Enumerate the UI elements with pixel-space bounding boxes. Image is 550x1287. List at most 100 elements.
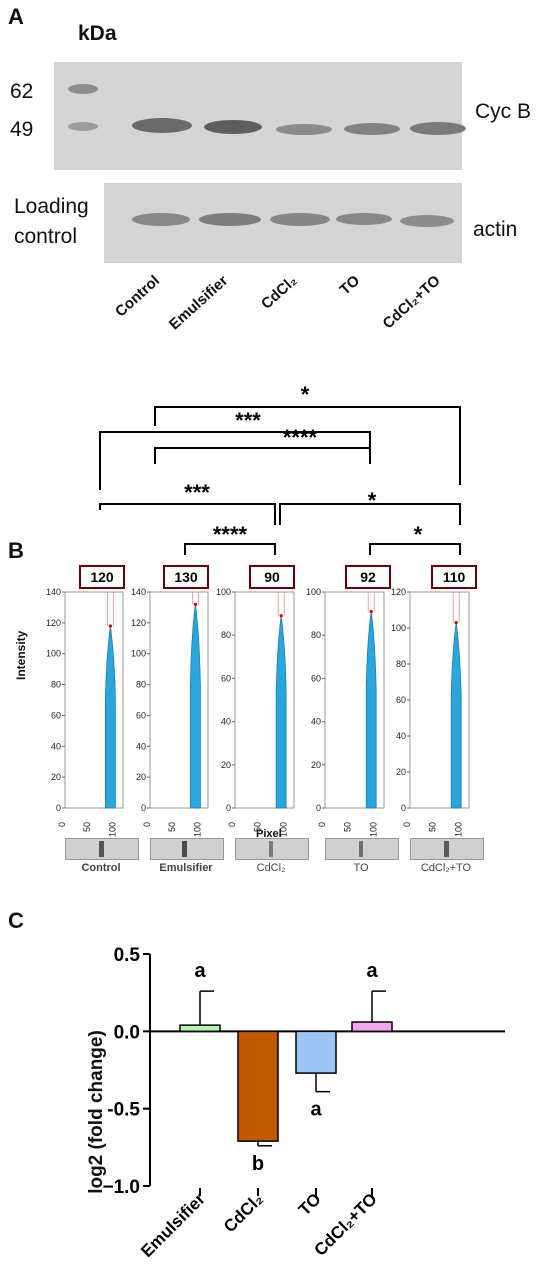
- profile-xtick-label-to: 0: [317, 822, 327, 827]
- strip-label-cdcl2: CdCl₂: [256, 862, 286, 874]
- profile-ytick-label-cdcl-to: 100: [391, 623, 406, 633]
- profile-ytick-label-emulsifier: 60: [136, 710, 146, 720]
- profile-ytick-label-to: 20: [311, 760, 321, 770]
- peak-value-cdcl-to: 110: [443, 569, 466, 585]
- profile-ytick-label-cdcl-: 0: [226, 803, 231, 813]
- y-tick-label: 0.5: [114, 945, 141, 966]
- marker-49: 49: [10, 118, 34, 141]
- x-tick-label-to: TO: [295, 1189, 325, 1219]
- peak-value-box-cdcl-to: [431, 565, 477, 589]
- profile-xtick-label-to: 100: [368, 822, 378, 837]
- profile-xtick-label-cdcl-to: 0: [402, 822, 412, 827]
- lane-label-emulsifier: Emulsifier: [166, 272, 232, 334]
- profile-ytick-label-control: 20: [51, 772, 61, 782]
- letter-label-to: a: [310, 1099, 322, 1121]
- bar-emulsifier: [179, 1024, 221, 1033]
- lane-label-to: TO: [337, 272, 364, 299]
- marker-62: 62: [10, 80, 34, 103]
- band-strip-to: [325, 838, 399, 860]
- profile-xtick-label-control: 100: [107, 822, 117, 837]
- lane-label-cdcl2-to: CdCl₂+TO: [379, 272, 444, 333]
- loading-control-label-2: control: [14, 225, 78, 248]
- profile-ytick-label-cdcl-: 100: [216, 587, 231, 597]
- profile-ytick-label-emulsifier: 20: [136, 772, 146, 782]
- profile-ytick-label-cdcl-to: 80: [396, 659, 406, 669]
- bar-cdcl-to: [351, 1021, 393, 1033]
- peak-value-box-to: [345, 565, 391, 589]
- actin-blot: [104, 183, 462, 263]
- profile-ytick-label-control: 100: [46, 649, 61, 659]
- x-tick-label-emulsifier: Emulsifier: [137, 1189, 209, 1261]
- peak-marker-cdcl-: [279, 614, 283, 618]
- band-strip-cdcl2-to: [410, 838, 484, 860]
- profile-xtick-label-to: 50: [343, 822, 353, 832]
- band-strip-emulsifier: [150, 838, 224, 860]
- profile-ytick-label-control: 0: [56, 803, 61, 813]
- strip-label-control: Control: [81, 862, 121, 874]
- letter-label-cdcl-: b: [252, 1153, 264, 1175]
- profile-ytick-label-cdcl-to: 120: [391, 587, 406, 597]
- y-tick-label: -0.5: [107, 1100, 140, 1121]
- significance-brackets: * *** **** *** * **** *: [99, 382, 461, 555]
- sig-star-7: *: [414, 522, 423, 547]
- profile-ytick-label-cdcl-: 80: [221, 630, 231, 640]
- profile-ytick-label-emulsifier: 140: [131, 587, 146, 597]
- lane-label-control: Control: [111, 272, 163, 321]
- profile-ytick-label-emulsifier: 80: [136, 680, 146, 690]
- profile-ytick-label-to: 40: [311, 717, 321, 727]
- sig-star-1: *: [301, 382, 310, 407]
- peak-value-box-cdcl-: [249, 565, 295, 589]
- peak-marker-control: [108, 624, 112, 628]
- profile-xtick-label-emulsifier: 0: [142, 822, 152, 827]
- fold-change-chart: 0.50.0-0.5−1.0aEmulsifierbCdCl₂aTOaCdCl₂…: [102, 945, 505, 1261]
- peak-value-box-emulsifier: [163, 565, 209, 589]
- profile-ytick-label-control: 120: [46, 618, 61, 628]
- profile-ytick-label-cdcl-: 20: [221, 760, 231, 770]
- cycb-label: Cyc B: [475, 100, 532, 123]
- pixel-axis-label: Pixel: [256, 828, 282, 840]
- profile-ytick-label-cdcl-: 40: [221, 717, 231, 727]
- cycb-blot: [54, 62, 466, 170]
- letter-label-cdcl-to: a: [366, 960, 378, 982]
- profile-ytick-label-control: 80: [51, 680, 61, 690]
- profile-ytick-label-to: 0: [316, 803, 321, 813]
- sig-star-6: ****: [213, 522, 248, 547]
- profile-ytick-label-emulsifier: 40: [136, 741, 146, 751]
- peak-marker-cdcl-to: [454, 621, 458, 625]
- profile-ytick-label-cdcl-to: 0: [401, 803, 406, 813]
- sig-star-2: ***: [235, 408, 261, 433]
- profile-xtick-label-cdcl-: 100: [278, 822, 288, 837]
- profile-ytick-label-cdcl-to: 40: [396, 731, 406, 741]
- profile-ytick-label-to: 80: [311, 630, 321, 640]
- peak-value-box-control: [79, 565, 125, 589]
- peak-marker-emulsifier: [193, 602, 197, 606]
- panel-a-letter: A: [8, 4, 24, 29]
- sig-star-3: ****: [283, 425, 318, 450]
- profile-ytick-label-to: 60: [311, 673, 321, 683]
- profile-xtick-label-emulsifier: 100: [192, 822, 202, 837]
- loading-control-label-1: Loading: [14, 195, 89, 218]
- strip-label-cdcl2-to: CdCl₂+TO: [420, 862, 472, 874]
- letter-label-emulsifier: a: [194, 960, 206, 982]
- profile-ytick-label-control: 60: [51, 710, 61, 720]
- peak-value-cdcl-: 90: [264, 569, 280, 585]
- bar-cdcl-: [237, 1030, 279, 1142]
- peak-value-control: 120: [90, 569, 114, 585]
- profile-ytick-label-emulsifier: 100: [131, 649, 146, 659]
- profile-ytick-label-cdcl-to: 60: [396, 695, 406, 705]
- bar-to: [295, 1030, 337, 1074]
- sig-star-4: ***: [184, 480, 210, 505]
- lane-label-cdcl2: CdCl₂: [258, 272, 301, 313]
- profile-xtick-label-control: 50: [82, 822, 92, 832]
- panel-c-letter: C: [8, 908, 24, 933]
- actin-label: actin: [473, 218, 518, 241]
- profile-ytick-label-control: 40: [51, 741, 61, 751]
- profile-ytick-label-to: 100: [306, 587, 321, 597]
- x-tick-label-cdcl-: CdCl₂: [220, 1189, 267, 1236]
- profile-xtick-label-cdcl-: 50: [253, 822, 263, 832]
- peak-value-emulsifier: 130: [174, 569, 198, 585]
- kda-label: kDa: [78, 22, 117, 45]
- profile-ytick-label-cdcl-to: 20: [396, 767, 406, 777]
- peak-value-to: 92: [360, 569, 376, 585]
- peak-marker-to: [369, 609, 373, 614]
